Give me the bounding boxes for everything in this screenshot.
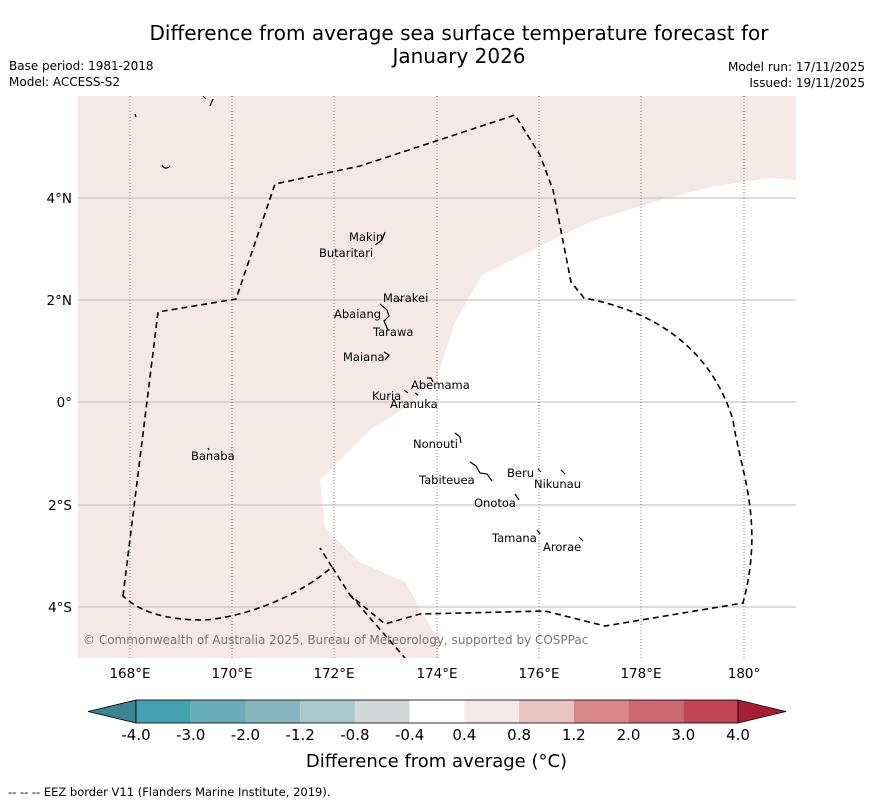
lon-label-174e: 174°E	[416, 666, 457, 682]
colorbar-extend-low	[87, 699, 137, 724]
colorbar-outline	[135, 699, 739, 724]
island-label-beru: Beru	[507, 466, 534, 480]
lat-label-4n: 4°N	[47, 191, 72, 207]
island-label-abaiang: Abaiang	[334, 307, 381, 321]
lon-label-170e: 170°E	[211, 666, 252, 682]
model-run-text: Model run: 17/11/2025	[727, 60, 865, 74]
island-label-marakei: Marakei	[383, 291, 428, 305]
colorbar-tick-label: -0.4	[395, 726, 424, 744]
island-label-nikunau: Nikunau	[534, 477, 581, 491]
lon-label-168e: 168°E	[109, 666, 150, 682]
island-label-arorae: Arorae	[543, 540, 581, 554]
island-label-nonouti: Nonouti	[413, 437, 458, 451]
colorbar-extend-high	[737, 699, 787, 724]
island-label-makin: Makin	[349, 230, 383, 244]
colorbar-tick-label: -3.0	[176, 726, 205, 744]
eez-borders	[122, 114, 753, 658]
colorbar-segment	[628, 700, 684, 723]
island-label-banaba: Banaba	[191, 449, 235, 463]
island-label-kuria: Kuria	[372, 389, 401, 403]
copyright-text: © Commonwealth of Australia 2025, Bureau…	[83, 633, 588, 647]
lon-label-180: 180°	[728, 666, 761, 682]
issued-text: Issued: 19/11/2025	[749, 76, 865, 90]
colorbar-segment	[245, 700, 301, 723]
lat-label-2s: 2°S	[48, 498, 72, 514]
colorbar-tick-label: 2.0	[617, 726, 641, 744]
colorbar-label: Difference from average (°C)	[0, 751, 873, 772]
island-label-aranuka: Aranuka	[390, 397, 438, 411]
colorbar-tick-label: 4.0	[726, 726, 750, 744]
lat-label-2n: 2°N	[47, 293, 72, 309]
colorbar-segment	[354, 700, 410, 723]
lon-label-176e: 176°E	[518, 666, 559, 682]
island-label-butaritari: Butaritari	[319, 246, 373, 260]
colorbar-segment	[409, 700, 465, 723]
colorbar-segment	[519, 700, 574, 723]
title-line-2: January 2026	[392, 44, 526, 68]
colorbar-tick-label: 0.8	[507, 726, 531, 744]
title-line-1: Difference from average sea surface temp…	[149, 21, 769, 45]
base-period-text: Base period: 1981-2018	[9, 59, 154, 73]
colorbar-tick-label: -0.8	[340, 726, 369, 744]
map-panel: Makin Butaritari Marakei Abaiang Tarawa …	[47, 96, 796, 682]
colorbar-segment	[683, 700, 738, 723]
colorbar-tick-label: 3.0	[671, 726, 695, 744]
model-text: Model: ACCESS-S2	[9, 75, 121, 89]
island-label-tarawa: Tarawa	[372, 325, 413, 339]
colorbar-tick-label: 0.4	[452, 726, 476, 744]
colorbar-tick-label: 1.2	[562, 726, 586, 744]
island-label-onotoa: Onotoa	[474, 496, 516, 510]
colorbar-label-text: Difference from average (°C)	[305, 751, 568, 772]
lon-label-172e: 172°E	[313, 666, 354, 682]
lon-label-178e: 178°E	[620, 666, 661, 682]
eez-footnote: -- -- -- EEZ border V11 (Flanders Marine…	[8, 785, 331, 799]
colorbar-segment	[136, 700, 191, 723]
colorbar: -4.0 -3.0 -2.0 -1.2 -0.8 -0.4 0.4 0.8 1.2 2.0 3.0 4…	[87, 699, 787, 744]
colorbar-tick-label: -4.0	[121, 726, 150, 744]
run-info: Model run: 17/11/2025 Issued: 19/11/2025	[728, 59, 865, 91]
colorbar-segment	[190, 700, 246, 723]
lat-label-0: 0°	[57, 395, 72, 411]
colorbar-segment	[300, 700, 355, 723]
colorbar-segment	[573, 700, 629, 723]
page-title: Difference from average sea surface temp…	[100, 22, 818, 68]
colorbar-tick-label: -2.0	[231, 726, 260, 744]
island-label-tabiteuea: Tabiteuea	[418, 473, 475, 487]
colorbar-tick-label: -1.2	[286, 726, 315, 744]
longitude-gridlines	[129, 96, 745, 658]
island-label-maiana: Maiana	[343, 350, 385, 364]
model-info: Base period: 1981-2018 Model: ACCESS-S2	[9, 58, 154, 90]
island-label-abemama: Abemama	[411, 378, 470, 392]
island-label-tamana: Tamana	[491, 531, 537, 545]
island-coastlines	[134, 96, 584, 542]
lat-label-4s: 4°S	[48, 600, 72, 616]
colorbar-segment	[464, 700, 520, 723]
